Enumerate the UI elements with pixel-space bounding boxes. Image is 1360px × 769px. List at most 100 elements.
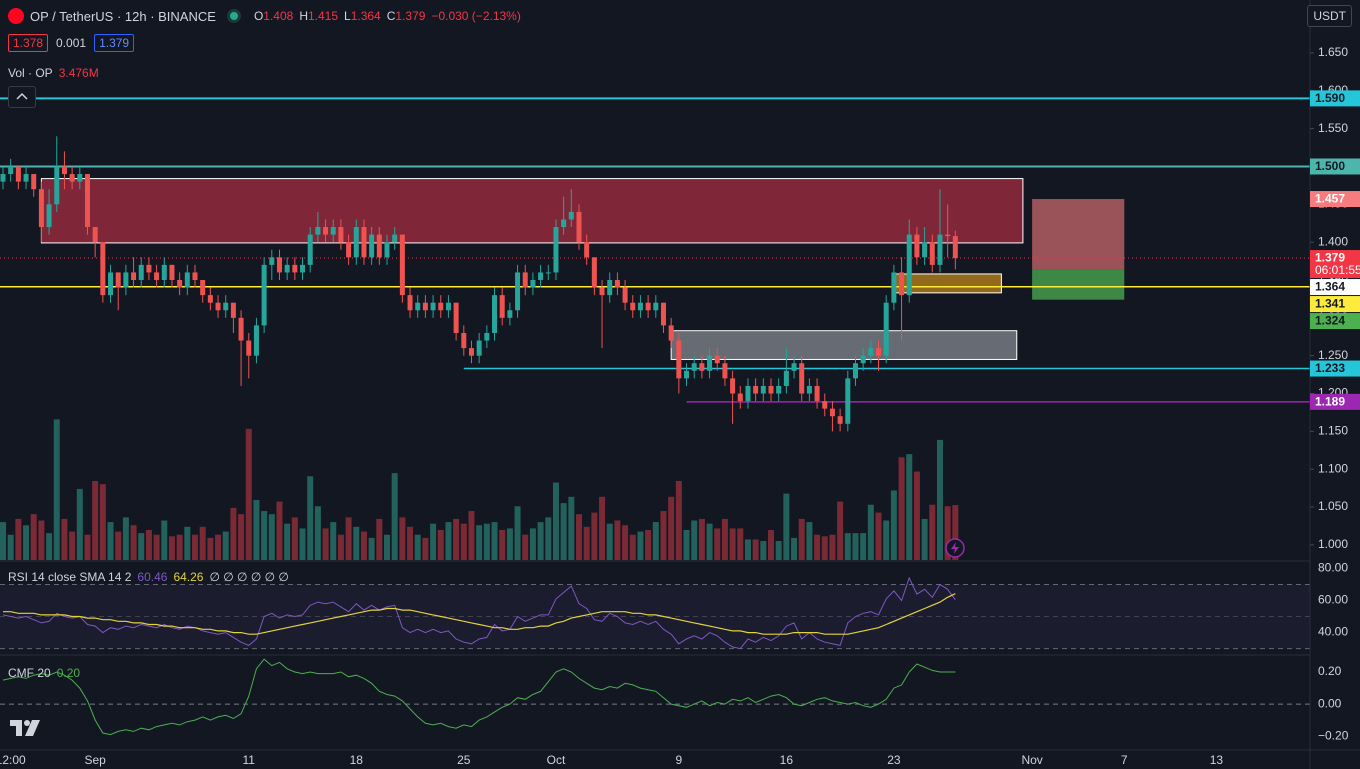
level-label-bg <box>1310 191 1360 208</box>
volume-bar <box>806 522 813 560</box>
candle-body <box>353 227 359 258</box>
volume-bar <box>437 529 444 560</box>
volume-bar <box>115 531 122 560</box>
volume-bar <box>645 529 652 560</box>
x-tick-label: 16 <box>780 753 794 767</box>
volume-bar <box>491 522 498 560</box>
volume-bar <box>299 528 306 560</box>
candle-body <box>515 272 521 311</box>
rsi-value: 60.46 <box>137 570 168 584</box>
level-label-bg <box>1310 313 1360 330</box>
volume-bar <box>606 523 613 560</box>
volume-bar <box>230 507 237 560</box>
candle-body <box>407 295 413 311</box>
y-tick-label: 1.150 <box>1318 424 1348 438</box>
candle-body <box>799 363 805 394</box>
volume-bar <box>721 518 728 560</box>
volume-bar <box>207 537 214 560</box>
volume-bar <box>253 499 260 560</box>
volume-bar <box>837 501 844 560</box>
volume-bar <box>391 473 398 560</box>
candle-body <box>15 166 21 182</box>
candle-body <box>54 166 60 205</box>
volume-bar <box>61 518 68 560</box>
candle-body <box>61 166 67 175</box>
rsi-band <box>0 584 1310 649</box>
cmf-tick-label: −0.20 <box>1318 728 1349 742</box>
volume-bar <box>798 518 805 560</box>
volume-bar <box>46 533 53 560</box>
candle-body <box>0 174 6 182</box>
candle-body <box>753 385 759 394</box>
volume-bar <box>161 520 168 560</box>
volume-bar <box>683 529 690 560</box>
rsi-sma-value: 64.26 <box>173 570 204 584</box>
y-tick-label: 1.400 <box>1318 234 1348 248</box>
candle-body <box>215 302 221 311</box>
volume-bar <box>791 537 798 560</box>
x-tick-label: 7 <box>1121 753 1128 767</box>
volume-bar <box>84 534 91 560</box>
volume-bar <box>23 525 30 560</box>
volume-bar <box>944 506 951 560</box>
volume-value: 3.476M <box>58 66 99 80</box>
candle-body <box>23 174 29 182</box>
candle-body <box>668 325 674 341</box>
candle-body <box>276 257 282 273</box>
volume-bar <box>261 511 268 560</box>
currency-button[interactable]: USDT <box>1307 5 1352 27</box>
volume-bar <box>622 525 629 560</box>
volume-bar <box>552 482 559 560</box>
symbol[interactable]: OP / TetherUS · 12h · BINANCE <box>30 8 216 24</box>
candle-body <box>714 355 720 364</box>
candle-body <box>92 227 98 243</box>
candle-body <box>392 234 398 243</box>
candle-body <box>115 272 121 288</box>
candle-body <box>492 295 498 333</box>
volume-bar <box>852 533 859 560</box>
volume-bar <box>422 537 429 560</box>
volume-bar <box>138 533 145 560</box>
volume-bar <box>192 534 198 560</box>
volume-bar <box>660 511 667 560</box>
candle-body <box>315 227 321 235</box>
volume-bar <box>215 534 222 560</box>
candle-body <box>561 219 567 228</box>
candle-body <box>438 302 444 311</box>
cmf-legend: CMF 20 0.20 <box>8 666 80 680</box>
position-target <box>1032 269 1125 300</box>
candle-body <box>922 242 928 258</box>
volume-bar <box>399 517 406 560</box>
candle-body <box>845 378 851 424</box>
volume-bar <box>222 531 229 560</box>
candle-body <box>952 236 958 259</box>
bid[interactable]: 1.378 <box>8 34 49 52</box>
volume-bar <box>860 533 867 560</box>
y-tick-label: 1.100 <box>1318 461 1348 475</box>
candle-body <box>399 234 405 296</box>
alert-icon[interactable] <box>944 537 966 559</box>
candle-body <box>238 317 244 341</box>
countdown: 06:01:55 <box>1315 263 1360 277</box>
rsi-tick-label: 80.00 <box>1318 561 1348 575</box>
volume-bar <box>875 512 882 560</box>
candle-body <box>530 280 536 288</box>
market-status <box>229 12 238 20</box>
volume-bar <box>268 514 275 560</box>
candle-body <box>338 227 344 243</box>
ask[interactable]: 1.379 <box>94 34 135 52</box>
volume-bar <box>814 534 821 560</box>
candle-body <box>422 302 428 311</box>
candle-body <box>745 385 751 402</box>
volume-bar <box>168 536 175 560</box>
candle-body <box>660 302 666 326</box>
volume-bar <box>599 496 606 560</box>
candle-body <box>46 204 52 228</box>
volume-bar <box>345 517 352 560</box>
candle-body <box>914 234 920 258</box>
ohlc-key: O <box>253 9 264 23</box>
candle-body <box>177 280 183 288</box>
candle-body <box>468 348 474 356</box>
collapse-button[interactable] <box>8 86 36 108</box>
